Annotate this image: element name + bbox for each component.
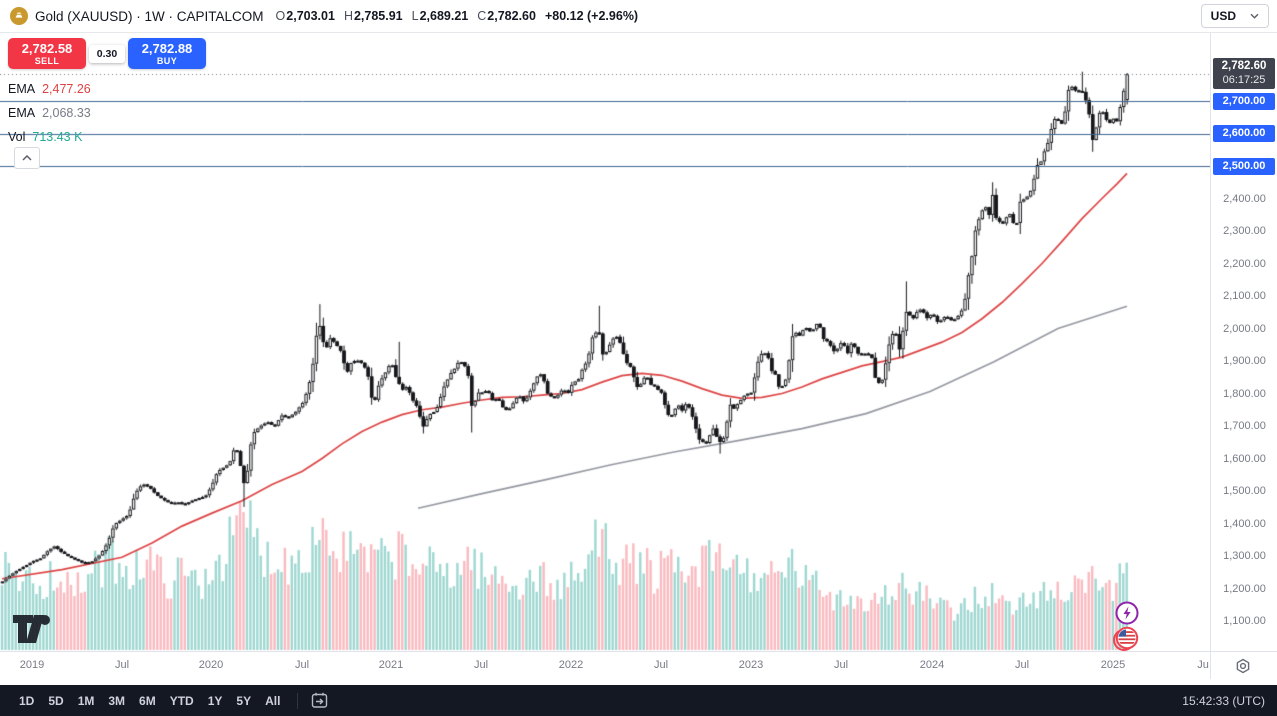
time-tick: Jul bbox=[294, 659, 310, 671]
price-tick: 1,700.00 bbox=[1223, 420, 1266, 432]
last-price-label: 2,782.60 06:17:25 bbox=[1213, 58, 1275, 89]
range-button-6m[interactable]: 6M bbox=[139, 693, 156, 708]
low-label: L bbox=[411, 9, 419, 23]
order-panel: 2,782.58 SELL 0.30 2,782.88 BUY bbox=[8, 38, 206, 69]
time-tick: Jul bbox=[653, 659, 669, 671]
price-tick: 1,500.00 bbox=[1223, 485, 1266, 497]
ohlc-readout: O2,703.01 H2,785.91 L2,689.21 C2,782.60 … bbox=[276, 9, 639, 23]
high-value: 2,785.91 bbox=[353, 9, 403, 23]
price-tick: 2,400.00 bbox=[1223, 192, 1266, 205]
sell-button[interactable]: 2,782.58 SELL bbox=[8, 38, 86, 69]
scale-settings-corner bbox=[1210, 651, 1277, 679]
time-tick: Jul bbox=[1014, 659, 1030, 671]
indicator-legend: EMA 2,477.26 EMA 2,068.33 Vol 713.43 K bbox=[8, 77, 91, 169]
range-button-5d[interactable]: 5D bbox=[48, 693, 64, 708]
go-to-date-button[interactable] bbox=[310, 691, 329, 710]
currency-dropdown[interactable]: USD bbox=[1200, 4, 1269, 28]
price-line-label[interactable]: 2,700.00 bbox=[1213, 92, 1275, 110]
buy-price: 2,782.88 bbox=[141, 40, 193, 56]
tradingview-watermark-logo bbox=[13, 615, 50, 643]
session-clock[interactable]: 15:42:33 (UTC) bbox=[1182, 693, 1265, 708]
time-tick: 2023 bbox=[738, 659, 764, 671]
range-button-5y[interactable]: 5Y bbox=[236, 693, 252, 708]
time-tick: Jul bbox=[833, 659, 849, 671]
candlestick-chart[interactable] bbox=[0, 33, 1210, 651]
time-tick: 2022 bbox=[558, 659, 584, 671]
chevron-up-icon bbox=[22, 155, 32, 161]
price-tick: 2,300.00 bbox=[1223, 225, 1266, 237]
time-tick: 2020 bbox=[198, 659, 224, 671]
change-value: +80.12 (+2.96%) bbox=[544, 9, 639, 23]
price-tick: 1,800.00 bbox=[1223, 387, 1266, 400]
last-price-value: 2,782.60 bbox=[1221, 60, 1267, 72]
sell-label: SELL bbox=[34, 55, 60, 66]
range-button-all[interactable]: All bbox=[265, 693, 281, 708]
price-line-label[interactable]: 2,500.00 bbox=[1213, 157, 1275, 175]
price-scale[interactable]: 2,782.60 06:17:25 2,800.002,700.002,600.… bbox=[1210, 33, 1277, 651]
time-tick: Jul bbox=[473, 659, 489, 671]
high-label: H bbox=[343, 9, 353, 23]
ema-fast-label: EMA bbox=[8, 82, 36, 96]
legend-collapse-button[interactable] bbox=[14, 147, 40, 169]
toolbar-divider bbox=[297, 692, 299, 709]
symbol-title[interactable]: Gold (XAUUSD) · 1W · CAPITALCOM bbox=[35, 8, 264, 24]
low-value: 2,689.21 bbox=[419, 9, 469, 23]
ema-slow-value: 2,068.33 bbox=[42, 106, 91, 120]
us-flag-event-icon[interactable] bbox=[1112, 625, 1142, 652]
bottom-toolbar: 1D 5D 1M 3M 6M YTD 1Y 5Y All 15:42:33 (UTC) bbox=[0, 685, 1277, 716]
close-label: C bbox=[477, 9, 487, 23]
open-value: 2,703.01 bbox=[286, 9, 335, 23]
buy-button[interactable]: 2,782.88 BUY bbox=[128, 38, 206, 69]
boost-lightning-icon[interactable] bbox=[1114, 600, 1140, 626]
topbar: Gold (XAUUSD) · 1W · CAPITALCOM O2,703.0… bbox=[0, 0, 1277, 33]
ema-slow-row[interactable]: EMA 2,068.33 bbox=[8, 101, 91, 125]
time-tick: 2025 bbox=[1100, 659, 1126, 671]
price-tick: 2,100.00 bbox=[1223, 290, 1266, 302]
close-value: 2,782.60 bbox=[487, 9, 536, 23]
currency-value: USD bbox=[1210, 9, 1236, 23]
time-scale[interactable]: 2019 Jul 2020 Jul 2021 Jul 2022 Jul 2023 Jul 2024 J… bbox=[0, 651, 1210, 680]
spread-badge: 0.30 bbox=[89, 44, 125, 63]
calendar-icon bbox=[312, 692, 328, 708]
price-tick: 2,000.00 bbox=[1223, 322, 1266, 335]
time-tick: 2021 bbox=[378, 659, 404, 671]
price-tick: 2,200.00 bbox=[1223, 257, 1266, 270]
volume-label: Vol bbox=[8, 130, 26, 144]
range-button-ytd[interactable]: YTD bbox=[169, 693, 194, 708]
range-button-1d[interactable]: 1D bbox=[19, 693, 35, 708]
price-tick: 1,100.00 bbox=[1223, 615, 1266, 627]
volume-value: 713.43 K bbox=[32, 130, 83, 144]
buy-label: BUY bbox=[156, 55, 178, 66]
price-tick: 1,600.00 bbox=[1223, 452, 1266, 465]
time-tick: 2024 bbox=[919, 659, 945, 671]
price-line-label[interactable]: 2,600.00 bbox=[1213, 125, 1275, 142]
range-button-1m[interactable]: 1M bbox=[77, 693, 95, 708]
ema-fast-value: 2,477.26 bbox=[42, 82, 91, 96]
time-tick: Jul bbox=[114, 659, 130, 671]
gold-symbol-icon bbox=[10, 7, 28, 25]
price-tick: 1,200.00 bbox=[1223, 582, 1266, 595]
time-tick: 2019 bbox=[19, 659, 45, 671]
volume-row[interactable]: Vol 713.43 K bbox=[8, 125, 91, 149]
price-tick: 1,300.00 bbox=[1223, 550, 1266, 562]
price-tick: 1,400.00 bbox=[1223, 517, 1266, 530]
range-button-3m[interactable]: 3M bbox=[108, 693, 126, 708]
range-button-1y[interactable]: 1Y bbox=[207, 693, 223, 708]
sell-price: 2,782.58 bbox=[21, 40, 73, 56]
scale-settings-gear-icon[interactable] bbox=[1235, 658, 1251, 674]
bar-countdown: 06:17:25 bbox=[1222, 74, 1266, 86]
ema-fast-row[interactable]: EMA 2,477.26 bbox=[8, 77, 91, 101]
ema-slow-label: EMA bbox=[8, 106, 36, 120]
time-tick: Ju bbox=[1197, 659, 1209, 671]
price-tick: 1,900.00 bbox=[1223, 355, 1266, 367]
open-label: O bbox=[275, 9, 286, 23]
chevron-down-icon bbox=[1250, 13, 1259, 19]
